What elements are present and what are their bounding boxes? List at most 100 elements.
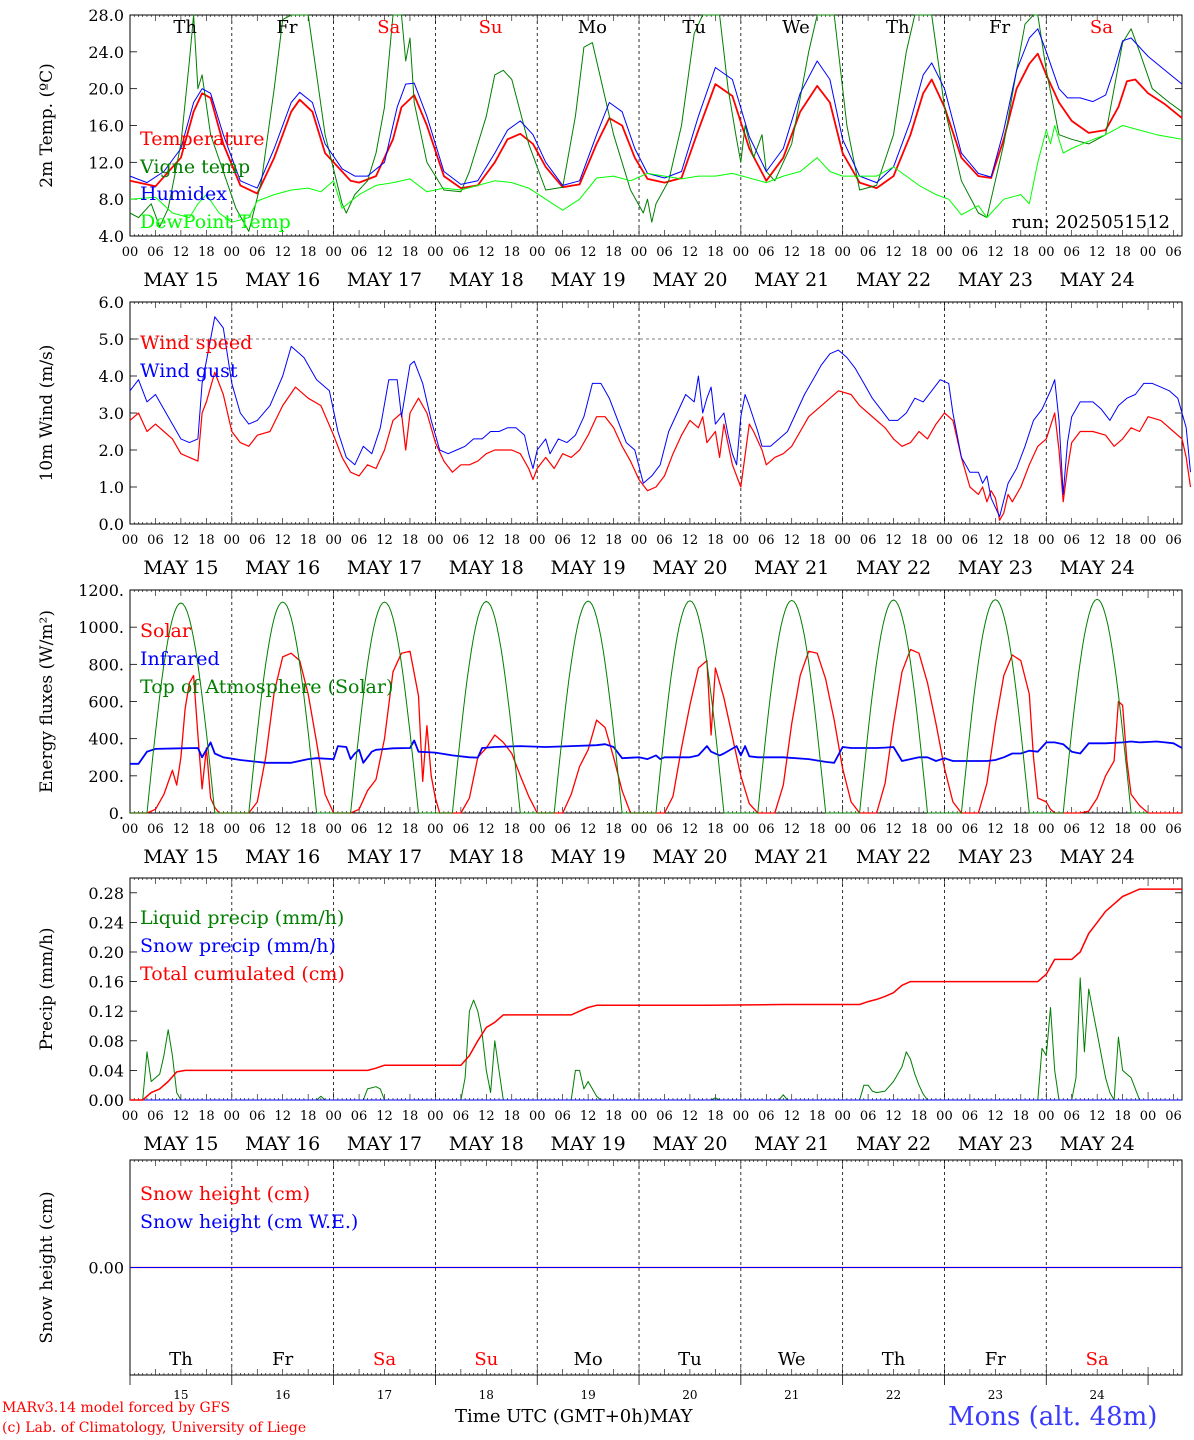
y-tick-label: 200.: [88, 767, 124, 786]
series-line-wind-speed: [129, 371, 1192, 521]
day-number-label: 23: [988, 1388, 1003, 1402]
hour-tick-label: 06: [249, 1109, 266, 1124]
hour-tick-label: 12: [173, 822, 190, 837]
panel-3: 0. 200. 400. 600. 800. 1000. 1200. Energy fluxe…: [37, 581, 1183, 868]
hour-tick-label: 12: [1089, 822, 1106, 837]
date-label: MAY 18: [449, 269, 524, 291]
hour-tick-label: 18: [1114, 1109, 1131, 1124]
y-tick-label: 0.00: [88, 1091, 124, 1110]
hour-tick-label: 00: [631, 822, 648, 837]
date-label: MAY 23: [958, 557, 1033, 579]
series-line-total-cumulated-cm: [130, 888, 1182, 1101]
hour-tick-label: 06: [1063, 245, 1080, 260]
date-label: MAY 20: [652, 1133, 727, 1155]
day-number-label: 16: [275, 1388, 290, 1402]
hour-tick-label: 06: [453, 533, 470, 548]
hour-tick-label: 06: [962, 245, 979, 260]
hour-tick-label: 00: [224, 1109, 241, 1124]
hour-tick-label: 12: [376, 245, 393, 260]
hour-tick-label: 06: [758, 822, 775, 837]
day-of-week-label: Sa: [1086, 1349, 1109, 1370]
hour-tick-label: 18: [300, 245, 317, 260]
hour-tick-label: 18: [605, 533, 622, 548]
hour-tick-label: 12: [885, 245, 902, 260]
hour-tick-label: 12: [682, 1109, 699, 1124]
hour-tick-label: 06: [351, 822, 368, 837]
legend-top-of-atmosphere-solar: Top of Atmosphere (Solar): [140, 676, 393, 698]
day-of-week-label: Sa: [377, 17, 400, 38]
date-label: MAY 18: [449, 1133, 524, 1155]
day-of-week-label: Fr: [276, 17, 297, 38]
station-name: Mons (alt. 48m): [948, 1402, 1158, 1432]
hour-tick-label: 06: [147, 822, 164, 837]
hour-tick-label: 06: [147, 533, 164, 548]
series-line-wind-gust: [129, 316, 1191, 518]
hour-tick-label: 06: [758, 533, 775, 548]
date-label: MAY 16: [245, 269, 320, 291]
hour-tick-label: 12: [783, 822, 800, 837]
hour-tick-label: 06: [554, 533, 571, 548]
date-label: MAY 24: [1060, 557, 1135, 579]
y-tick-label: 4.0: [99, 227, 124, 246]
hour-tick-label: 00: [733, 533, 750, 548]
legend-temperature: Temperature: [140, 128, 264, 150]
day-of-week-label: Th: [882, 1349, 906, 1370]
panel-4: 0.00 0.04 0.08 0.12 0.16 0.20 0.24 0.28 Precip (…: [37, 877, 1183, 1155]
hour-tick-label: 00: [224, 245, 241, 260]
hour-tick-label: 06: [147, 245, 164, 260]
hour-tick-label: 06: [860, 533, 877, 548]
day-of-week-label: Su: [474, 1349, 498, 1370]
hour-tick-label: 00: [834, 245, 851, 260]
hour-tick-label: 00: [631, 1109, 648, 1124]
series-line-top-of-atmosphere-solar: [130, 598, 1149, 814]
date-label: MAY 16: [245, 1133, 320, 1155]
hour-tick-label: 06: [554, 245, 571, 260]
date-label: MAY 20: [652, 846, 727, 868]
date-label: MAY 18: [449, 557, 524, 579]
hour-tick-label: 18: [504, 822, 521, 837]
hour-tick-label: 00: [1140, 822, 1157, 837]
day-number-label: 20: [682, 1388, 697, 1402]
date-label: MAY 15: [143, 557, 218, 579]
hour-tick-label: 12: [580, 1109, 597, 1124]
hour-tick-label: 06: [758, 245, 775, 260]
hour-tick-label: 12: [173, 245, 190, 260]
day-of-week-label: Tu: [678, 1349, 702, 1370]
hour-tick-label: 12: [682, 822, 699, 837]
date-label: MAY 20: [652, 557, 727, 579]
hour-tick-label: 00: [122, 822, 139, 837]
y-axis-label: Snow height (cm): [37, 1191, 57, 1343]
hour-tick-label: 18: [1013, 1109, 1030, 1124]
hour-tick-label: 18: [300, 822, 317, 837]
hour-tick-label: 18: [605, 245, 622, 260]
y-tick-label: 0.12: [88, 1002, 124, 1021]
plot-frame: [129, 301, 1183, 525]
hour-tick-label: 00: [325, 245, 342, 260]
legend-infrared: Infrared: [140, 648, 220, 670]
hour-tick-label: 12: [783, 533, 800, 548]
day-of-week-label: Sa: [1090, 17, 1113, 38]
hour-tick-label: 06: [453, 1109, 470, 1124]
date-label: MAY 19: [551, 1133, 626, 1155]
date-label: MAY 24: [1060, 1133, 1135, 1155]
hour-tick-label: 18: [911, 1109, 928, 1124]
hour-tick-label: 00: [936, 245, 953, 260]
series-line-liquid-precip-mm-h: [130, 977, 1182, 1101]
hour-tick-label: 18: [1013, 822, 1030, 837]
hour-tick-label: 00: [936, 533, 953, 548]
hour-tick-label: 06: [147, 1109, 164, 1124]
date-label: MAY 16: [245, 846, 320, 868]
hour-tick-label: 00: [1038, 822, 1055, 837]
date-label: MAY 18: [449, 846, 524, 868]
y-tick-label: 6.0: [99, 293, 124, 312]
hour-tick-label: 00: [427, 822, 444, 837]
hour-tick-label: 18: [707, 1109, 724, 1124]
day-of-week-label: We: [778, 1349, 806, 1370]
day-of-week-label: Tu: [682, 17, 706, 38]
hour-tick-label: 12: [173, 1109, 190, 1124]
hour-tick-label: 00: [427, 533, 444, 548]
hour-tick-label: 12: [274, 533, 291, 548]
hour-tick-label: 12: [1089, 245, 1106, 260]
hour-tick-label: 12: [274, 822, 291, 837]
